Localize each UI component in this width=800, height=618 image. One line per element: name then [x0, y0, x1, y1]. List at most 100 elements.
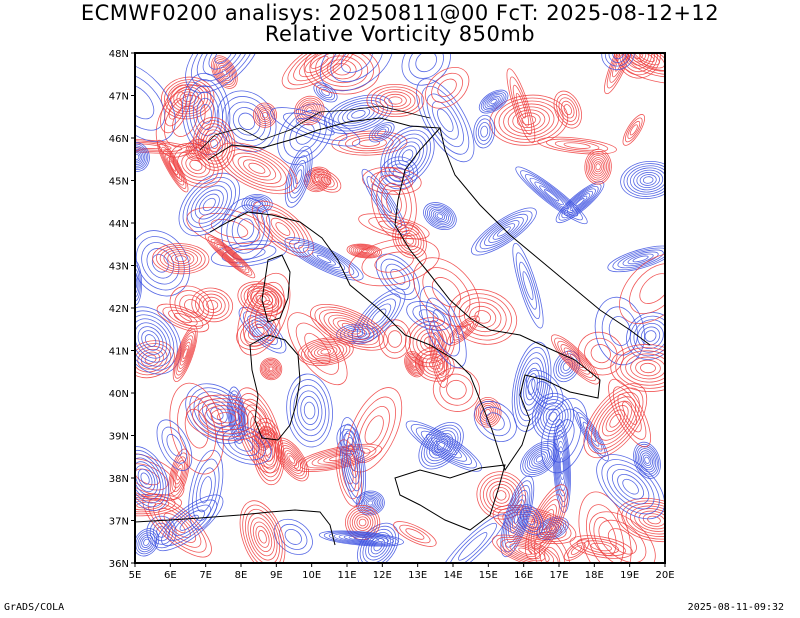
contour-line — [519, 261, 537, 310]
contour-line — [560, 344, 591, 375]
contour-line — [553, 90, 582, 129]
sicily-coastline — [394, 464, 506, 531]
contour-line — [558, 451, 565, 480]
contour-line — [135, 458, 177, 496]
contour-line — [256, 106, 274, 124]
contour-line — [405, 528, 425, 540]
contour-line — [202, 296, 222, 313]
contour-line — [510, 499, 525, 534]
contour-line — [163, 249, 199, 269]
contour-line — [622, 478, 639, 495]
contour-line — [531, 392, 575, 441]
contour-line — [633, 53, 660, 66]
contour-line — [616, 53, 661, 79]
contour-line — [590, 157, 606, 177]
contour-line — [323, 531, 399, 546]
contour-line — [556, 440, 567, 491]
contour-line — [399, 524, 431, 544]
contour-line — [529, 449, 551, 469]
contour-line — [337, 320, 361, 335]
contour-line — [251, 319, 274, 341]
contour-line — [371, 124, 392, 141]
contour-line — [419, 286, 467, 368]
contour-line — [555, 435, 568, 497]
contour-line — [583, 540, 619, 554]
contour-line — [298, 99, 321, 122]
contour-line — [135, 84, 155, 120]
contour-line — [193, 391, 241, 436]
contour-line — [176, 467, 182, 481]
contour-line — [356, 247, 372, 255]
contour-line — [446, 379, 467, 400]
contour-line — [375, 253, 420, 300]
contour-line — [321, 88, 330, 97]
contour-line — [307, 342, 344, 362]
contour-line — [307, 249, 341, 269]
contour-line — [428, 206, 451, 226]
contour-line — [135, 314, 175, 367]
contour-line — [135, 446, 170, 511]
contour-line — [489, 483, 513, 507]
contour-line — [261, 209, 305, 249]
contour-line — [196, 53, 251, 82]
contour-line — [187, 140, 209, 160]
contour-line — [606, 53, 632, 89]
contour-line — [341, 423, 365, 498]
contour-line — [174, 255, 187, 263]
contour-line — [283, 110, 327, 159]
contour-line — [523, 367, 540, 406]
contour-line — [522, 510, 539, 529]
contour-line — [627, 253, 654, 265]
contour-line — [300, 396, 319, 425]
contour-line — [162, 306, 204, 330]
lon-tick-label: 16E — [514, 570, 533, 581]
contour-line — [196, 97, 216, 130]
contour-line — [393, 521, 437, 547]
lon-tick-label: 12E — [373, 570, 392, 581]
contour-line — [617, 473, 645, 500]
contour-line — [437, 78, 457, 97]
contour-line — [364, 415, 384, 445]
contour-line — [569, 193, 591, 211]
contour-line — [337, 102, 380, 127]
contour-line — [366, 83, 425, 118]
contour-line — [232, 107, 261, 136]
contour-line — [558, 183, 602, 221]
contour-line — [260, 110, 270, 121]
contour-line — [317, 174, 335, 188]
contour-line — [492, 223, 516, 240]
contour-line — [210, 238, 250, 274]
contour-line — [276, 440, 307, 479]
contour-line — [343, 534, 380, 543]
contour-line — [492, 487, 510, 504]
contour-line — [596, 454, 665, 520]
contour-line — [381, 182, 407, 223]
contour-line — [612, 53, 624, 60]
contour-line — [253, 421, 283, 482]
contour-line — [298, 53, 341, 78]
contour-line — [168, 309, 198, 327]
contour-line — [135, 147, 146, 167]
contour-line — [509, 76, 533, 135]
lon-tick-label: 8E — [235, 570, 248, 581]
contour-line — [215, 61, 234, 84]
contour-line — [227, 101, 266, 142]
contour-line — [284, 237, 364, 281]
contour-line — [484, 216, 524, 247]
contour-line — [509, 543, 541, 560]
contour-line — [527, 378, 536, 395]
contour-line — [639, 450, 655, 471]
contour-line — [394, 141, 421, 170]
contour-line — [518, 357, 545, 416]
contour-line — [592, 159, 605, 175]
lat-tick-label: 46N — [109, 134, 129, 145]
contour-line — [431, 101, 459, 140]
lon-tick-label: 18E — [585, 570, 604, 581]
contour-line — [281, 53, 358, 90]
contour-line — [135, 145, 147, 169]
contour-line — [620, 350, 665, 386]
contour-line — [608, 378, 651, 448]
contour-line — [318, 530, 404, 547]
contour-line — [304, 105, 315, 116]
contour-line — [319, 309, 379, 346]
